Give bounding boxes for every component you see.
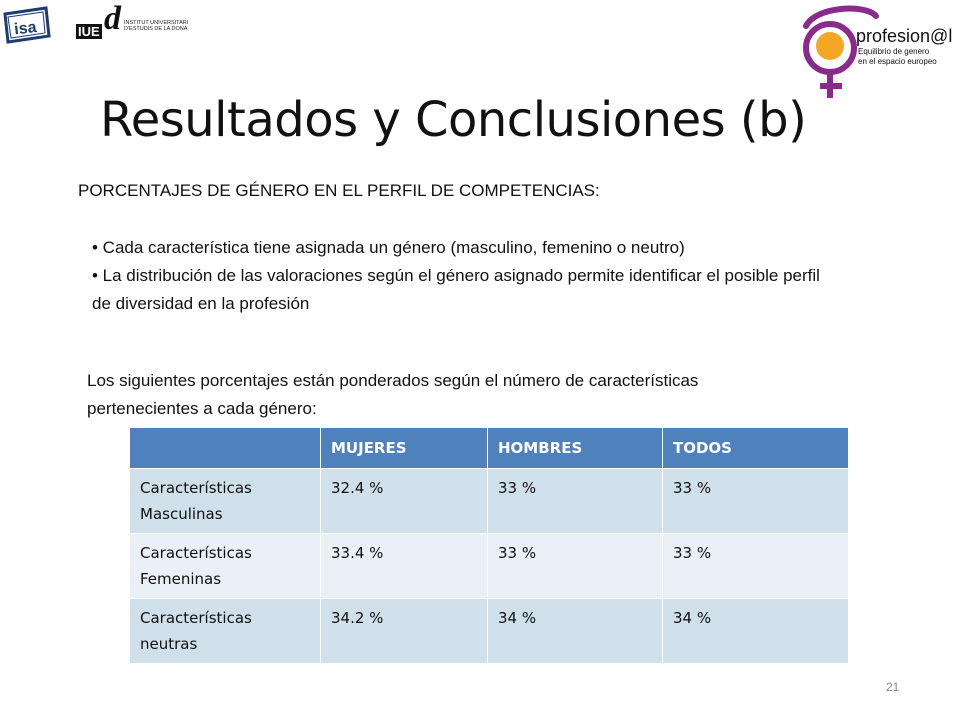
weighting-note: Los siguientes porcentajes están pondera… [87,371,699,418]
bullet-list: • Cada característica tiene asignada un … [92,234,832,318]
table-cell: 34.2 % [320,598,488,663]
profesional-logo-line2: en el espacio europeo [858,57,937,66]
profesional-logo-line1: Equilibrio de genero [858,47,930,56]
table-row-label: Características Masculinas [130,468,321,534]
table-header-row: MUJERES HOMBRES TODOS [130,428,848,469]
iue-logo: IUE d INSTITUT UNIVERSITARI D'ESTUDIS DE… [76,0,216,44]
slide-title: Resultados y Conclusiones (b) [100,92,807,148]
table-header-cell [130,428,321,469]
iue-logo-letter: d [104,0,121,37]
gender-percentages-table: MUJERES HOMBRES TODOS Características Ma… [130,428,848,663]
table-cell: 33 % [487,468,663,534]
table-cell: 33.4 % [320,533,488,599]
page-number: 21 [886,680,900,694]
table-cell: 33 % [662,468,848,534]
table-header-cell: HOMBRES [487,428,663,469]
iue-logo-text: INSTITUT UNIVERSITARI D'ESTUDIS DE LA DO… [124,20,189,32]
isa-logo-text: isa [13,19,37,38]
table-row-label: Características Femeninas [130,533,321,599]
bullet-item: • La distribución de las valoraciones se… [92,266,820,313]
table-header-cell: MUJERES [320,428,488,469]
slide-subtitle: PORCENTAJES DE GÉNERO EN EL PERFIL DE CO… [78,181,600,200]
table-cell: 34 % [662,598,848,663]
table-cell: 33 % [487,533,663,599]
table-row: Características Femeninas 33.4 % 33 % 33… [130,533,848,599]
table-cell: 32.4 % [320,468,488,534]
table-row-label: Características neutras [130,598,321,663]
profesional-logo: profesion@l Equilibrio de genero en el e… [796,4,958,102]
table-header-cell: TODOS [662,428,848,469]
bullet-item: • Cada característica tiene asignada un … [92,238,685,257]
table-cell: 34 % [487,598,663,663]
table-row: Características Masculinas 32.4 % 33 % 3… [130,468,848,534]
isa-logo: isa [2,6,52,46]
profesional-logo-name: profesion@l [856,26,953,46]
iue-logo-short: IUE [76,24,102,39]
table-row: Características neutras 34.2 % 34 % 34 % [130,598,848,663]
table-cell: 33 % [662,533,848,599]
